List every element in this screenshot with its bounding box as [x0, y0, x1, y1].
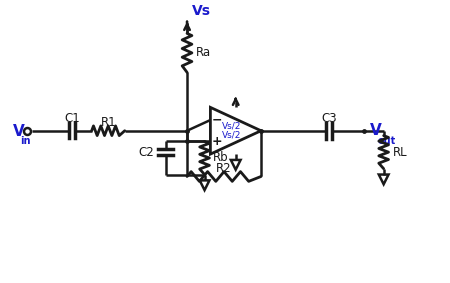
Text: +: + [212, 135, 223, 148]
Text: in: in [20, 136, 31, 146]
Text: RL: RL [392, 146, 407, 159]
Text: Vs/2: Vs/2 [222, 130, 242, 140]
Text: Ra: Ra [196, 46, 211, 59]
Text: C3: C3 [321, 112, 337, 125]
Text: Vs/2: Vs/2 [222, 122, 242, 131]
Text: −: − [212, 113, 222, 127]
Text: Vs: Vs [192, 4, 211, 18]
Text: $\mathregular{V}$: $\mathregular{V}$ [369, 122, 383, 138]
Text: C2: C2 [138, 146, 154, 159]
Text: C1: C1 [64, 112, 80, 125]
Text: out: out [378, 136, 396, 146]
Text: Rb: Rb [213, 151, 229, 164]
Text: R2: R2 [216, 162, 232, 175]
Text: R1: R1 [100, 116, 116, 129]
Text: $\mathregular{V}$: $\mathregular{V}$ [12, 123, 26, 139]
